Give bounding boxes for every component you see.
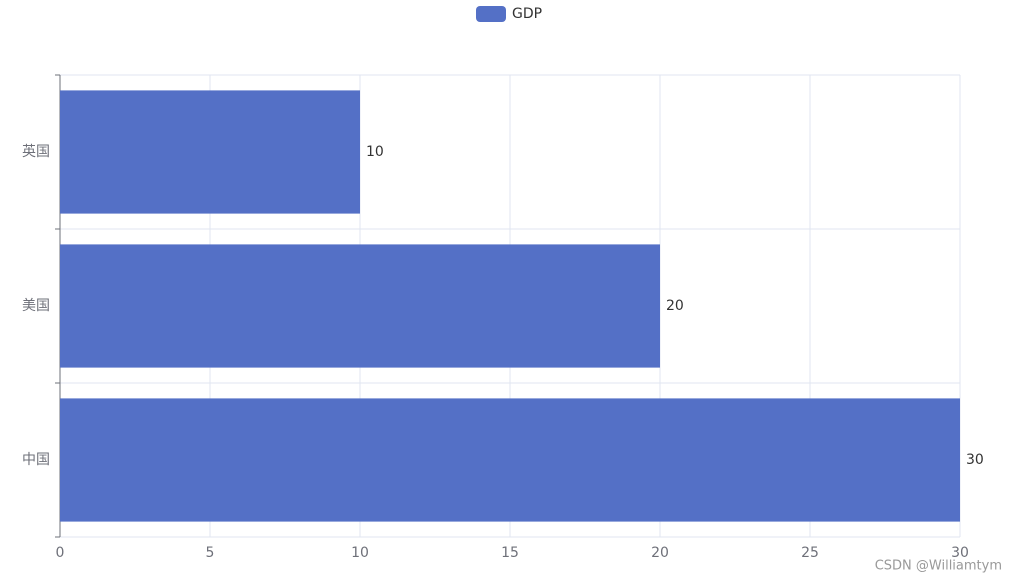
x-tick-label: 25 <box>801 545 819 561</box>
bar <box>60 90 360 214</box>
x-tick-label: 10 <box>351 545 369 561</box>
x-tick-label: 0 <box>56 545 65 561</box>
x-tick-label: 20 <box>651 545 669 561</box>
y-tick-label: 中国 <box>22 452 50 468</box>
value-label: 30 <box>966 452 984 468</box>
y-tick-label: 英国 <box>22 143 50 160</box>
legend-label: GDP <box>512 6 542 22</box>
value-label: 10 <box>366 144 384 160</box>
bar <box>60 398 960 522</box>
y-tick-label: 美国 <box>22 298 50 314</box>
x-tick-label: 30 <box>951 545 969 561</box>
legend-swatch <box>476 6 506 22</box>
x-tick-label: 15 <box>501 545 519 561</box>
x-tick-label: 5 <box>206 545 215 561</box>
value-label: 20 <box>666 298 684 314</box>
bar <box>60 244 660 368</box>
watermark: CSDN @Williamtym <box>875 559 1002 574</box>
